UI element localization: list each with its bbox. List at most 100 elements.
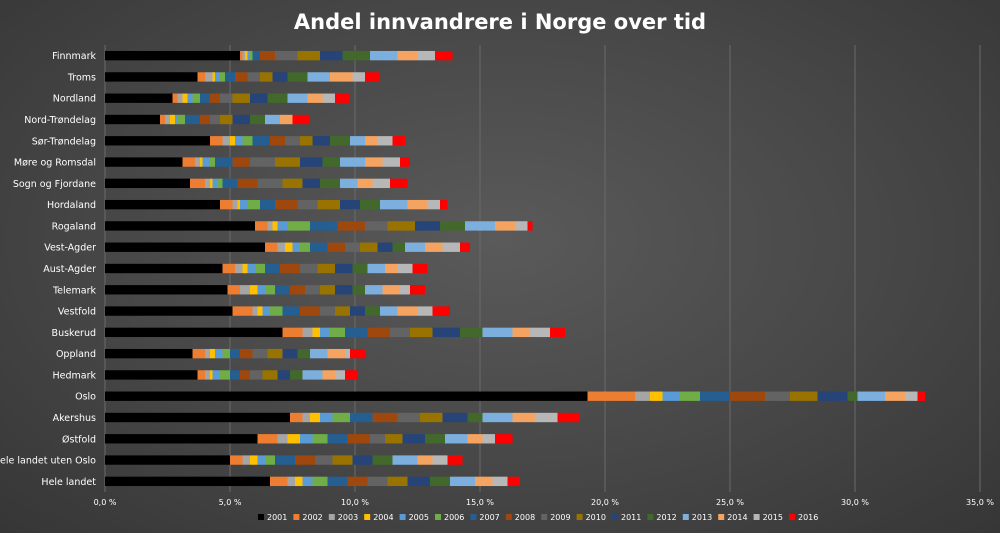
bar-segment	[367, 263, 385, 274]
bar-segment	[445, 434, 468, 444]
bar-segment	[235, 136, 243, 146]
category-label: Oslo	[75, 392, 96, 403]
bar-segment	[267, 221, 273, 231]
bar-segment	[300, 242, 310, 252]
bar-segment	[327, 242, 345, 252]
legend-swatch	[718, 514, 725, 520]
bar-segment	[232, 199, 238, 210]
bar-segment	[290, 285, 305, 295]
bar-segment	[265, 242, 278, 252]
legend-label: 2007	[479, 513, 499, 522]
bar-segment	[310, 221, 338, 231]
category-label: Nordland	[53, 94, 96, 105]
bar-segment	[410, 327, 433, 338]
bar-segment	[195, 157, 200, 167]
bar-segment	[400, 285, 410, 295]
category-label: Akershus	[53, 413, 96, 424]
bar-segment	[292, 242, 300, 252]
bar-segment	[400, 157, 410, 167]
bar-segment	[240, 50, 243, 61]
bar-segment	[342, 50, 370, 61]
bar-segment	[312, 136, 330, 146]
category-label: Telemark	[52, 285, 96, 296]
bar-segment	[105, 93, 173, 103]
legend-label: 2011	[621, 513, 641, 522]
bar-segment	[230, 370, 240, 380]
bar-segment	[105, 455, 230, 465]
bar-segment	[392, 242, 405, 252]
bar-segment	[700, 391, 730, 401]
bar-segment	[482, 434, 495, 444]
bar-segment	[300, 157, 323, 167]
bar-segment	[237, 178, 258, 189]
category-label: Østfold	[62, 434, 96, 445]
x-tick-label: 30,0 %	[841, 498, 869, 507]
bar-segment	[292, 114, 310, 125]
bar-segment	[335, 263, 353, 274]
bar-segment	[105, 178, 190, 189]
bar-segment	[242, 136, 253, 146]
bar-segment	[182, 157, 195, 167]
bar-segment	[365, 136, 378, 146]
bar-segment	[330, 72, 353, 82]
bar-segment	[662, 391, 680, 401]
bar-segment	[507, 476, 520, 487]
bar-segment	[235, 72, 248, 82]
bar-segment	[105, 157, 183, 167]
bar-segment	[345, 242, 360, 252]
bar-segment	[382, 157, 400, 167]
bar-segment	[412, 263, 428, 274]
bar-segment	[372, 178, 390, 189]
bar-segment	[587, 391, 635, 401]
bar-segment	[242, 263, 248, 274]
bar-segment	[105, 242, 265, 252]
bar-segment	[165, 114, 170, 125]
bar-segment	[205, 72, 213, 82]
bar-segment	[272, 221, 278, 231]
bar-segment	[287, 476, 295, 487]
bar-segment	[250, 455, 258, 465]
bar-segment	[287, 221, 310, 231]
bar-segment	[105, 221, 255, 231]
bar-segment	[257, 178, 283, 189]
bar-segment	[265, 263, 280, 274]
bar-segment	[407, 476, 430, 487]
bar-segment	[390, 178, 408, 189]
bar-segment	[420, 412, 443, 423]
bar-segment	[175, 114, 178, 125]
bar-segment	[232, 306, 253, 316]
legend-swatch	[328, 514, 335, 520]
category-label: Sør-Trøndelag	[32, 136, 96, 147]
bar-segment	[275, 157, 300, 167]
bar-segment	[177, 114, 185, 125]
bar-segment	[282, 327, 303, 338]
bar-segment	[335, 370, 345, 380]
bar-segment	[450, 476, 475, 487]
bar-segment	[230, 136, 235, 146]
category-label: Sogn og Fjordane	[13, 179, 96, 190]
legend-label: 2016	[798, 513, 818, 522]
bar-segment	[222, 178, 238, 189]
bar-segment	[185, 114, 200, 125]
bar-segment	[287, 72, 308, 82]
bar-segment	[352, 285, 365, 295]
legend-label: 2009	[550, 513, 570, 522]
bar-segment	[287, 93, 308, 103]
bar-segment	[280, 263, 300, 274]
bar-segment	[105, 434, 258, 444]
bar-segment	[257, 285, 265, 295]
bar-segment	[345, 327, 368, 338]
bar-segment	[297, 199, 318, 210]
bar-segment	[262, 306, 270, 316]
bar-segment	[397, 306, 418, 316]
bar-segment	[320, 178, 340, 189]
bar-segment	[465, 221, 495, 231]
category-label: Hordaland	[47, 200, 96, 211]
bar-segment	[255, 263, 265, 274]
bar-segment	[335, 93, 350, 103]
bar-segment	[267, 93, 288, 103]
bar-segment	[372, 412, 398, 423]
bar-segment	[217, 178, 223, 189]
bar-segment	[350, 306, 365, 316]
x-tick-label: 0,0 %	[94, 498, 117, 507]
